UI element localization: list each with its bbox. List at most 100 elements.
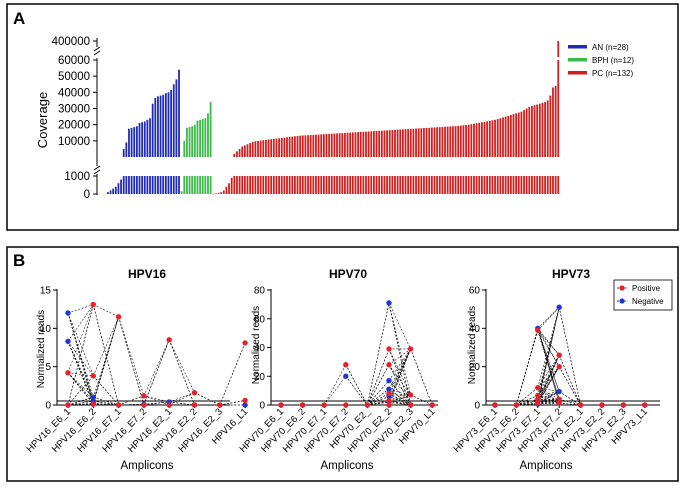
pc-bar-lower bbox=[465, 176, 467, 194]
pc-bar-lower bbox=[428, 176, 431, 194]
pc-bar-lower bbox=[454, 176, 457, 194]
hpv73-connector bbox=[537, 355, 560, 405]
an-bar-lower bbox=[128, 176, 130, 194]
an-bar-lower bbox=[167, 176, 170, 194]
pc-bar bbox=[394, 129, 396, 157]
bph-bar-lower bbox=[207, 176, 209, 194]
pc-bar-lower bbox=[278, 176, 280, 194]
hpv73-connector bbox=[537, 330, 560, 356]
hpv70-connector bbox=[323, 376, 347, 406]
panel-b-frame bbox=[6, 246, 679, 482]
hpv16-connector bbox=[67, 312, 94, 376]
hpv70-connector bbox=[388, 348, 411, 396]
axis-break-mark bbox=[93, 50, 101, 56]
pc-bar bbox=[480, 122, 483, 157]
pc-bar bbox=[391, 130, 394, 157]
hpv16-connector bbox=[194, 392, 220, 406]
pc-bar-lower bbox=[293, 176, 296, 194]
pc-bar-lower bbox=[220, 192, 223, 194]
hpv16-connector bbox=[118, 316, 145, 405]
hpv73-connector bbox=[558, 307, 581, 406]
pc-bar-lower bbox=[259, 176, 262, 194]
pc-bar-lower bbox=[504, 176, 507, 194]
pc-bar-lower bbox=[494, 176, 496, 194]
hpv70-y-tick-label: 20 bbox=[254, 372, 266, 383]
hpv70-connector bbox=[410, 394, 433, 406]
pc-bar bbox=[315, 134, 317, 157]
an-bar bbox=[151, 103, 154, 157]
pc-bar bbox=[486, 121, 489, 157]
middle-axis-label: 50000 bbox=[58, 71, 90, 83]
hpv16-connector bbox=[67, 372, 94, 402]
hpv73-y-tick-label: 0 bbox=[474, 401, 480, 412]
pc-bar bbox=[259, 140, 262, 157]
hpv70-positive-point bbox=[407, 402, 414, 408]
pc-bar bbox=[344, 132, 346, 157]
hpv16-positive-point bbox=[90, 301, 97, 308]
pc-bar bbox=[312, 134, 315, 157]
hpv70-positive-point bbox=[343, 362, 349, 368]
hpv16-connector bbox=[67, 304, 94, 373]
hpv70-ylabel: Normalized reads bbox=[251, 306, 262, 384]
pc-bar bbox=[351, 132, 354, 157]
hpv70-connector bbox=[388, 380, 411, 396]
pc-bar-lower bbox=[525, 176, 528, 194]
pc-bar-lower bbox=[449, 176, 452, 194]
bph-bar bbox=[196, 120, 199, 157]
pc-bar-lower bbox=[217, 192, 220, 194]
pc-bar-lower bbox=[328, 176, 331, 194]
pc-bar bbox=[278, 138, 280, 157]
hpv16-connector bbox=[67, 312, 94, 404]
hpv70-connector bbox=[388, 348, 411, 365]
pc-bar-lower bbox=[354, 176, 357, 194]
hpv16-connector bbox=[93, 304, 119, 318]
pc-bar bbox=[296, 135, 299, 157]
hpv70-positive-point bbox=[386, 390, 392, 397]
pc-bar-lower bbox=[230, 177, 233, 194]
an-bar bbox=[159, 95, 162, 157]
legend-pc-label: PC (n=132) bbox=[592, 69, 633, 78]
pc-bar-lower bbox=[433, 176, 436, 194]
pc-bar-lower bbox=[233, 176, 236, 194]
bph-bar-lower bbox=[180, 191, 183, 194]
bph-bar bbox=[204, 118, 207, 157]
hpv16-connector bbox=[67, 375, 94, 406]
pc-bar-lower bbox=[222, 190, 225, 194]
bph-bar-lower bbox=[204, 176, 207, 194]
pc-bar-lower bbox=[473, 176, 475, 194]
pc-bar-lower bbox=[507, 176, 510, 194]
pc-bar-lower bbox=[357, 176, 359, 194]
hpv16-connector bbox=[93, 304, 119, 406]
pc-bar-lower bbox=[365, 176, 367, 194]
pc-bar bbox=[267, 139, 270, 157]
pc-bar-lower bbox=[380, 176, 383, 194]
pc-bar bbox=[504, 116, 507, 157]
pc-bar-lower bbox=[249, 176, 252, 194]
pc-bar bbox=[299, 135, 302, 157]
hpv16-connector bbox=[67, 341, 94, 398]
pc-bar bbox=[525, 108, 528, 157]
legend-an-label: AN (n=28) bbox=[592, 43, 629, 52]
hpv16-positive-point bbox=[90, 373, 97, 379]
hpv73-positive-point bbox=[642, 402, 648, 408]
hpv70-positive-point bbox=[407, 346, 414, 352]
legend-pc-swatch bbox=[568, 71, 587, 75]
hpv70-xlabel: Amplicons bbox=[320, 460, 373, 472]
an-bar-lower bbox=[135, 176, 138, 194]
pc-bar bbox=[491, 120, 494, 157]
pc-bar bbox=[536, 104, 539, 157]
pc-bar bbox=[375, 130, 378, 157]
pc-bar-lower bbox=[515, 176, 518, 194]
hpv73-legend-negative-marker bbox=[619, 298, 625, 304]
hpv16-negative-point bbox=[242, 402, 248, 408]
hpv73-connector bbox=[516, 387, 538, 406]
pc-bar-lower bbox=[438, 176, 441, 194]
hpv16-ylabel: Normalized reads bbox=[36, 310, 47, 388]
pc-bar-lower bbox=[349, 176, 352, 194]
pc-bar bbox=[280, 137, 283, 157]
hpv16-y-tick-label: 5 bbox=[45, 362, 51, 373]
an-bar bbox=[125, 142, 128, 157]
bph-bar-lower bbox=[193, 176, 196, 194]
an-bar-lower bbox=[122, 176, 125, 194]
pc-bar-lower bbox=[446, 176, 449, 194]
